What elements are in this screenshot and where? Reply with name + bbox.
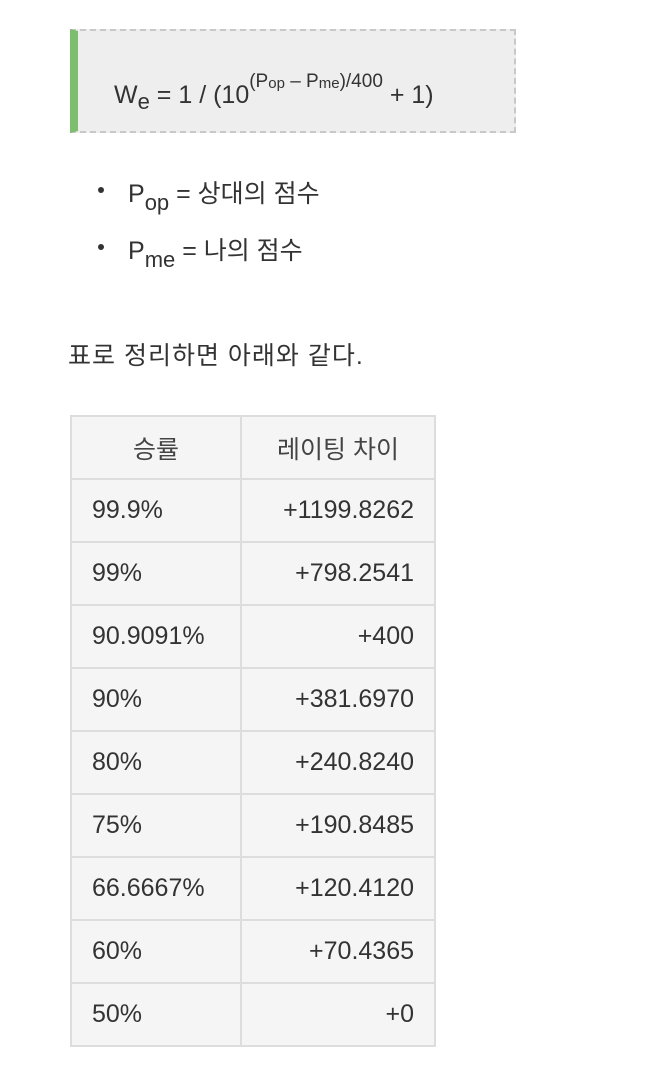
formula-eq: = 1 / (10 [149, 81, 250, 109]
rating-diff-cell: +1199.8262 [240, 478, 436, 543]
variable-sub: op [144, 190, 170, 215]
variable-item-me: Pme = 나의 점수 [88, 231, 320, 288]
win-rate-cell: 50% [70, 982, 242, 1047]
table-row: 75% +190.8485 [70, 793, 436, 858]
formula-blockquote: We = 1 / (10(Pop – Pme)/400 + 1) [70, 29, 516, 133]
formula-tail: )/400 [339, 71, 383, 92]
win-rate-cell: 66.6667% [70, 856, 242, 921]
variable-desc: = 나의 점수 [175, 237, 303, 265]
win-rate-cell: 99% [70, 541, 242, 606]
win-rate-cell: 60% [70, 919, 242, 984]
formula-p1: (P [249, 71, 269, 92]
elo-formula: We = 1 / (10(Pop – Pme)/400 + 1) [114, 71, 434, 115]
rating-diff-cell: +400 [240, 604, 436, 669]
table-header-row: 승률 레이팅 차이 [70, 415, 436, 480]
formula-p2-sub: me [318, 75, 340, 92]
formula-minus: – P [284, 71, 319, 92]
rating-diff-cell: +190.8485 [240, 793, 436, 858]
variable-item-op: Pop = 상대의 점수 [88, 174, 320, 231]
table-row: 66.6667% +120.4120 [70, 856, 436, 921]
header-rating-diff: 레이팅 차이 [240, 415, 436, 480]
formula-w-sub: e [137, 89, 150, 114]
summary-paragraph: 표로 정리하면 아래와 같다. [68, 342, 364, 370]
bullet-icon [98, 244, 104, 250]
variable-sub: me [144, 247, 176, 272]
formula-exponent: (Pop – Pme)/400 [249, 71, 383, 92]
formula-end: + 1) [382, 81, 434, 109]
table-row: 99.9% +1199.8262 [70, 478, 436, 543]
header-win-rate: 승률 [70, 415, 242, 480]
rating-diff-cell: +798.2541 [240, 541, 436, 606]
bullet-icon [98, 187, 104, 193]
rating-table: 승률 레이팅 차이 99.9% +1199.8262 99% +798.2541… [70, 415, 436, 1047]
rating-diff-cell: +70.4365 [240, 919, 436, 984]
table-row: 50% +0 [70, 982, 436, 1047]
win-rate-cell: 75% [70, 793, 242, 858]
table-row: 90% +381.6970 [70, 667, 436, 732]
variable-symbol: P [128, 237, 145, 265]
rating-diff-cell: +0 [240, 982, 436, 1047]
table-row: 99% +798.2541 [70, 541, 436, 606]
rating-diff-cell: +381.6970 [240, 667, 436, 732]
formula-w: W [114, 81, 138, 109]
table-row: 90.9091% +400 [70, 604, 436, 669]
win-rate-cell: 90.9091% [70, 604, 242, 669]
table-row: 80% +240.8240 [70, 730, 436, 795]
win-rate-cell: 90% [70, 667, 242, 732]
variable-desc: = 상대의 점수 [169, 180, 320, 208]
rating-diff-cell: +240.8240 [240, 730, 436, 795]
win-rate-cell: 80% [70, 730, 242, 795]
variable-symbol: P [128, 180, 145, 208]
formula-p1-sub: op [268, 75, 285, 92]
rating-diff-cell: +120.4120 [240, 856, 436, 921]
table-row: 60% +70.4365 [70, 919, 436, 984]
win-rate-cell: 99.9% [70, 478, 242, 543]
variable-list: Pop = 상대의 점수 Pme = 나의 점수 [88, 174, 320, 288]
